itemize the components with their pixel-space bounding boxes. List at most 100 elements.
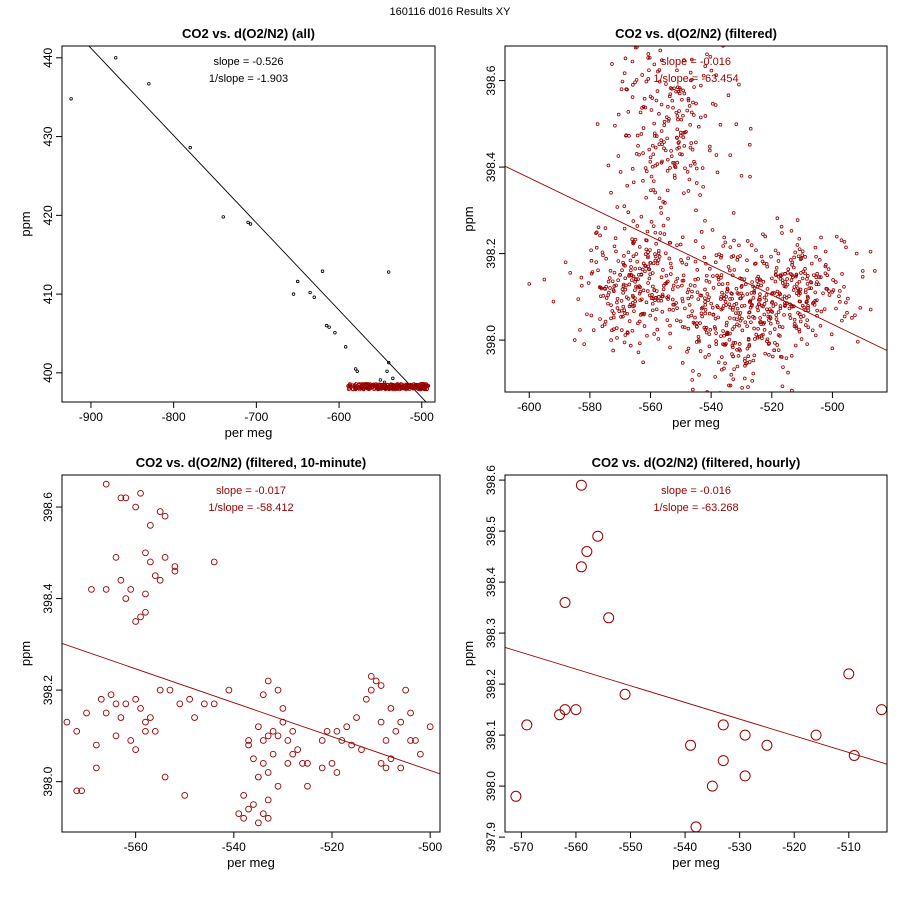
x-tick-label: -550 [618,840,642,854]
data-point [648,159,653,164]
data-point [702,255,707,260]
data-point [630,59,635,64]
data-point [630,167,635,171]
data-point [611,288,616,292]
data-point [814,275,819,280]
data-point [685,739,697,751]
data-point [722,333,726,338]
data-point [629,278,634,282]
data-point [678,133,683,138]
data-point [690,378,694,382]
data-point [598,317,602,321]
data-point [693,315,697,320]
data-point [842,284,846,289]
data-point [749,320,753,325]
data-point [681,113,685,118]
panel-4: CO2 vs. d(O2/N2) (filtered, hourly) -570 -… [461,455,888,870]
data-point [132,746,139,753]
data-point [726,93,731,98]
data-point [608,268,613,273]
data-point [166,686,174,694]
data-point [749,291,754,295]
data-point [634,252,639,256]
data-point [665,188,670,193]
data-point [739,283,744,288]
data-point [763,351,767,356]
data-point [688,145,693,150]
data-point [210,700,218,708]
data-point [657,112,661,116]
data-point [708,327,713,332]
data-point [646,254,650,258]
data-point [764,298,769,303]
data-point [631,254,636,259]
data-point [732,268,737,272]
x-axis-label: per meg [227,855,275,870]
data-point [742,277,747,281]
data-point [815,308,819,313]
y-tick-label: 400 [41,363,55,383]
y-tick-label: 398.1 [484,720,498,750]
data-point [603,612,615,624]
data-point [624,87,629,91]
y-tick-label: 398.0 [484,325,498,355]
chart-panels: CO2 vs. d(O2/N2) (all) -900 -800 -700 -600 -5… [18,26,888,870]
data-point [812,273,816,277]
slope-annotation: slope = -0.526 [213,56,283,68]
data-point [616,112,621,117]
data-point [661,287,666,292]
data-point [826,267,831,271]
data-point [853,313,857,318]
data-point [696,124,701,129]
data-point [805,318,810,322]
data-layer [505,479,887,832]
data-point [755,279,759,283]
data-point [117,714,125,721]
x-tick-label: -540 [222,840,246,854]
data-point [704,326,709,330]
data-point [731,211,736,215]
data-point [527,282,532,286]
data-point [824,263,828,267]
data-point [589,271,594,276]
data-point [795,218,800,222]
data-point [259,691,267,699]
data-point [698,115,703,120]
data-point [793,343,798,348]
data-point [248,222,253,226]
data-point [717,252,721,257]
data-point [284,737,292,744]
data-point [691,387,695,392]
x-axis-label: per meg [672,855,720,870]
data-point [764,293,769,297]
data-point [246,220,250,225]
data-point [641,151,645,155]
data-point [672,164,677,168]
data-point [827,289,831,293]
y-tick-label: 398.0 [41,766,55,796]
data-point [714,73,718,77]
data-point [592,530,604,542]
data-point [353,714,360,721]
data-point [703,287,707,292]
data-point [745,324,749,328]
data-point [707,295,711,300]
data-point [601,253,605,258]
data-point [765,287,770,291]
data-point [758,292,762,297]
data-point [594,231,598,235]
data-point [137,705,144,712]
data-point [615,336,619,340]
data-point [765,307,769,312]
data-point [780,355,784,359]
data-point [117,576,125,584]
data-point [722,297,726,301]
data-point [114,56,118,60]
data-point [656,251,661,256]
data-point [686,326,691,331]
data-point [693,277,697,282]
data-point [392,384,397,388]
data-point [407,709,414,717]
data-point [210,558,218,566]
data-point [716,360,721,365]
